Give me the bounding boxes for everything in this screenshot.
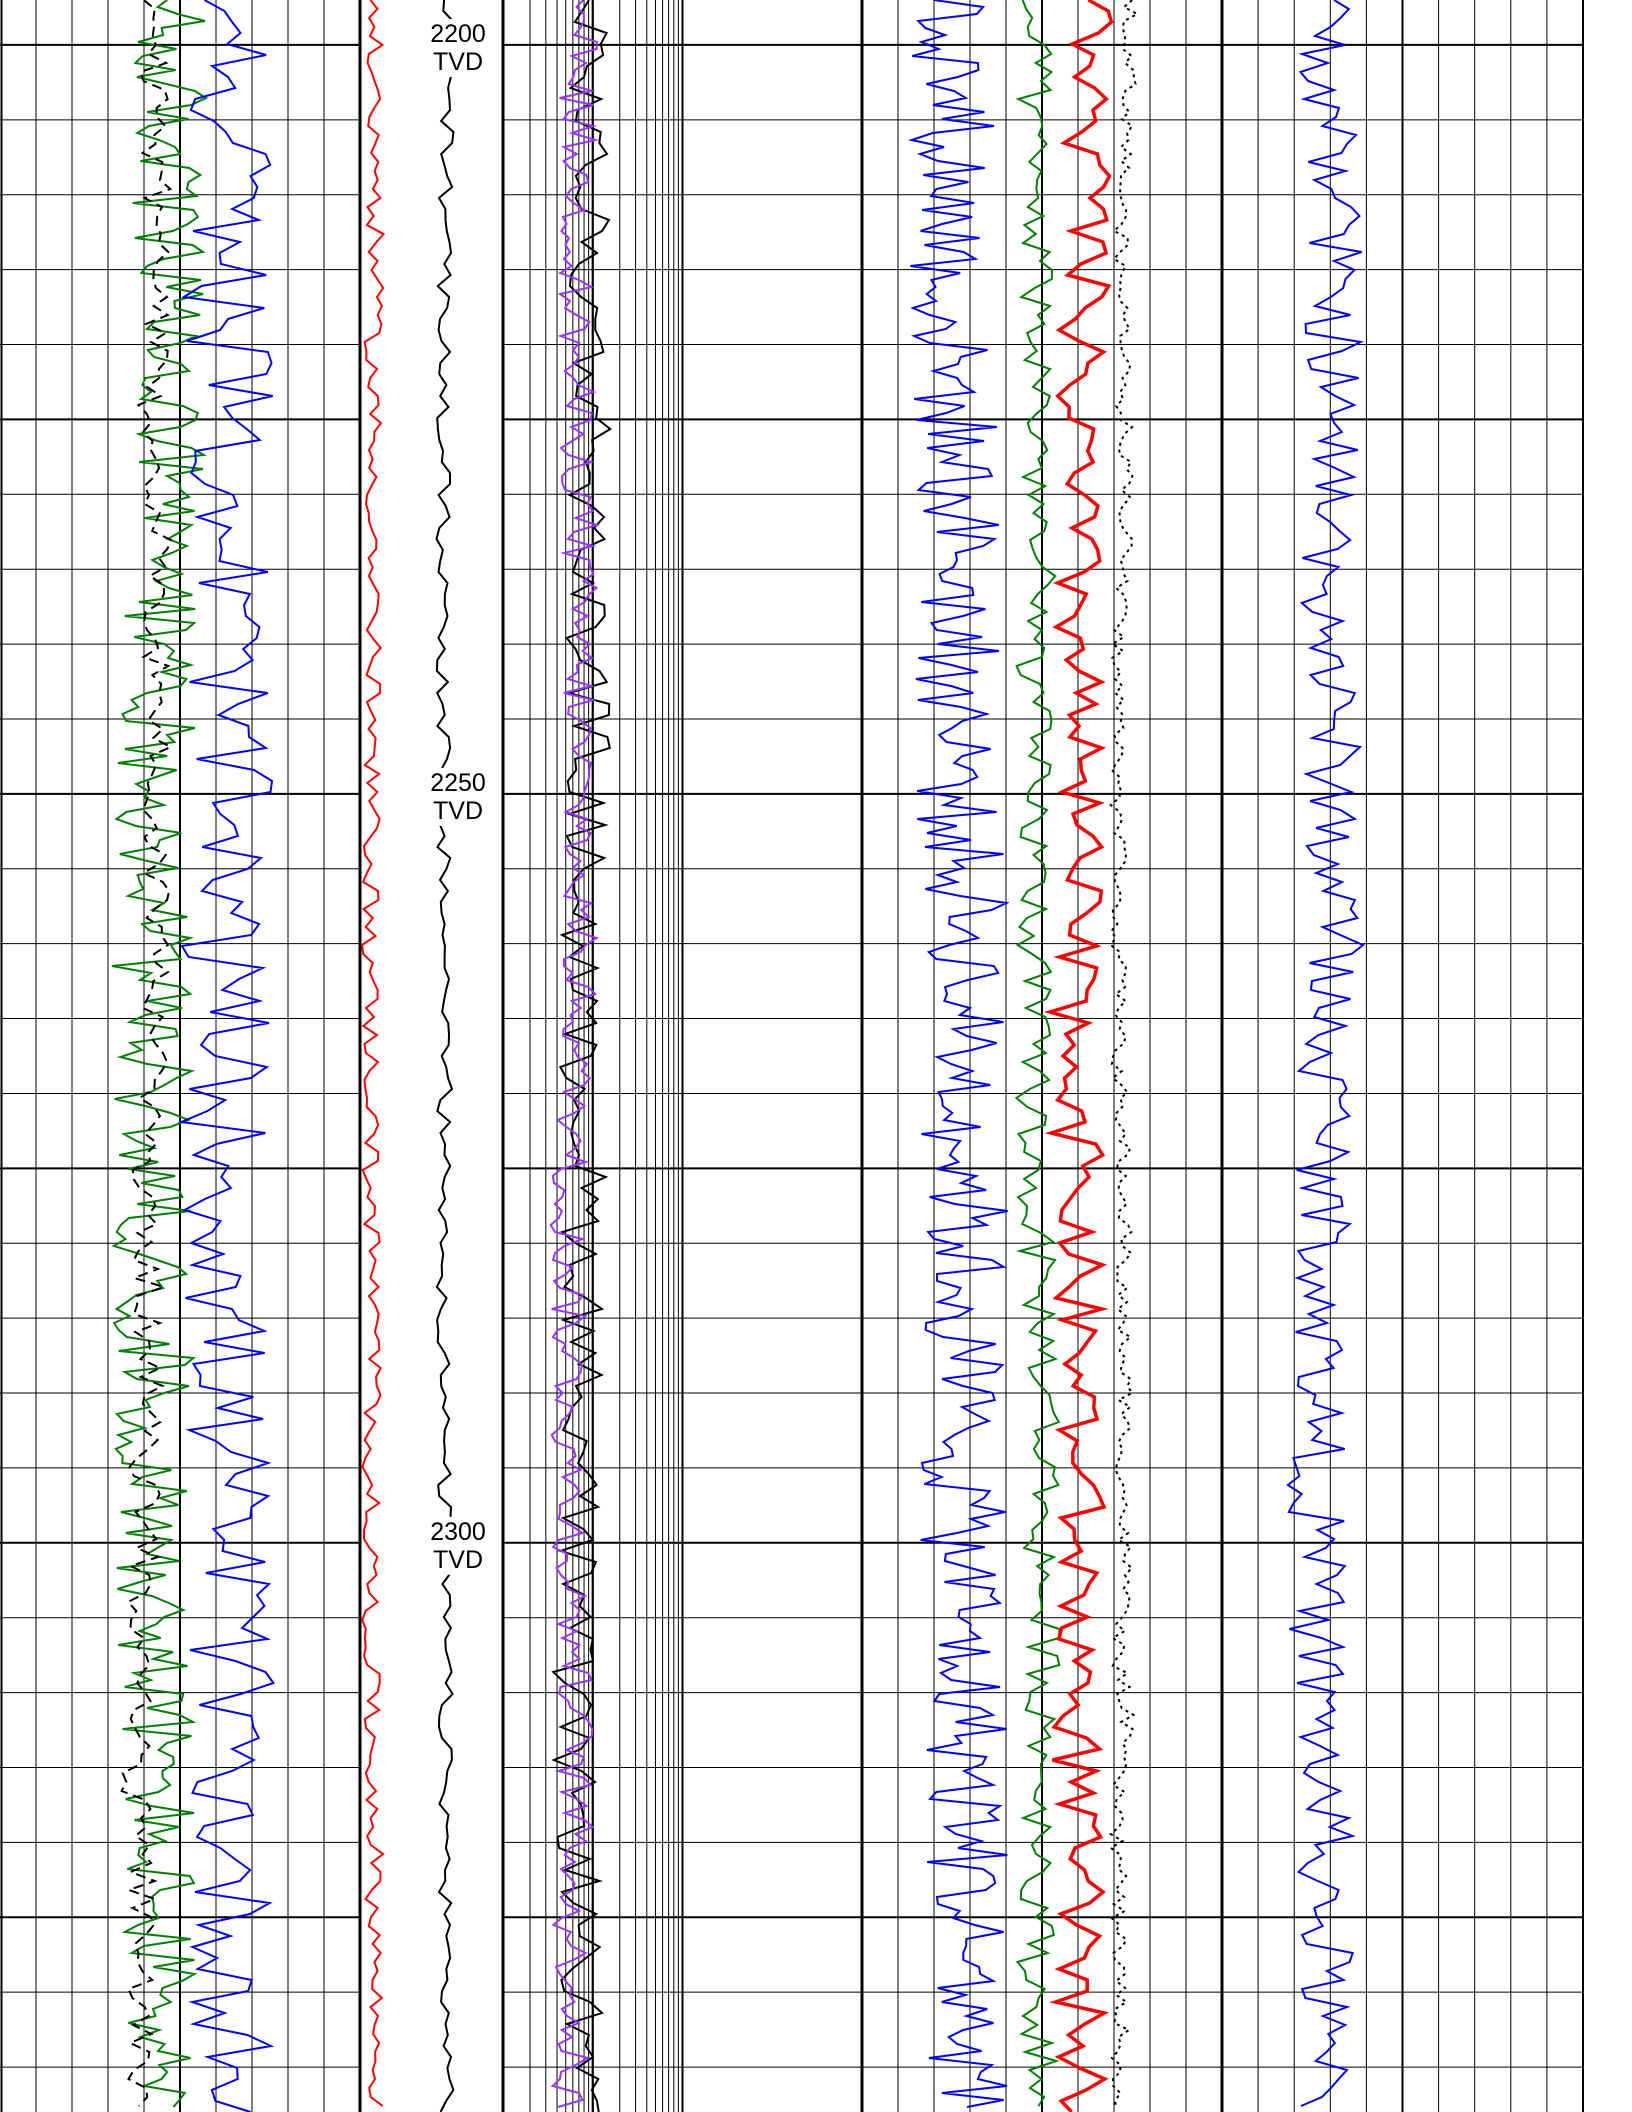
depth-tick-label: 2250: [430, 769, 486, 797]
log-curve-track1-1: [111, 0, 209, 2108]
log-curve-track4-1: [907, 0, 1010, 2108]
depth-unit-label: TVD: [433, 1546, 483, 1574]
log-curve-track3-2: [549, 0, 601, 2108]
log-curve-track1-3: [177, 0, 276, 2112]
log-curve-track4-3: [1043, 0, 1114, 2112]
log-curve-track2-1: [361, 0, 386, 2107]
log-curves: [111, 0, 1365, 2112]
log-curve-track3-1: [551, 0, 613, 2112]
depth-unit-label: TVD: [433, 797, 483, 825]
log-curve-track5-1: [1286, 0, 1365, 2107]
log-curve-track1-2: [120, 0, 174, 2107]
depth-unit-label: TVD: [433, 48, 483, 76]
log-curve-track2-2: [435, 0, 457, 2112]
depth-tick-label: 2200: [430, 20, 486, 48]
log-curve-track4-2: [1014, 0, 1061, 2107]
log-curve-track4-4: [1108, 0, 1140, 2108]
depth-label-background: [426, 1516, 490, 1575]
depth-label-background: [426, 18, 490, 77]
depth-label-background: [426, 767, 490, 826]
depth-tick-label: 2300: [430, 1518, 486, 1546]
